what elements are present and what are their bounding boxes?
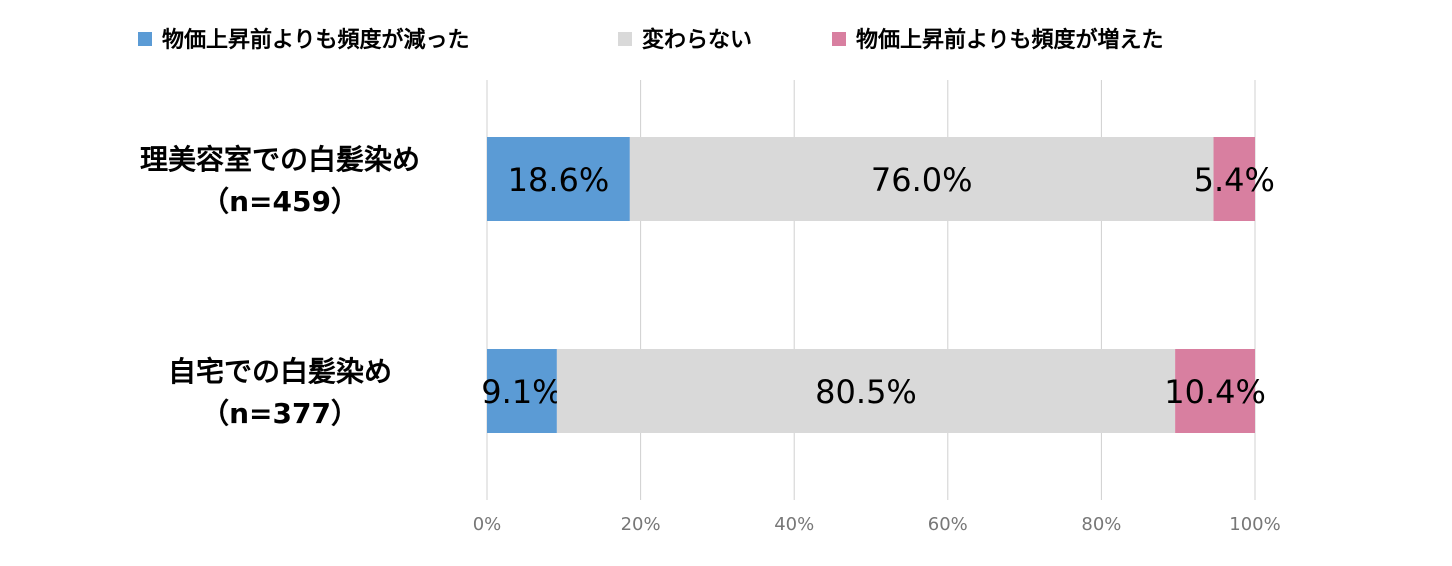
bar-segment bbox=[487, 349, 557, 433]
legend-swatch bbox=[832, 32, 846, 46]
x-tick-label: 0% bbox=[473, 514, 502, 535]
legend-label: 物価上昇前よりも頻度が減った bbox=[162, 27, 470, 53]
x-tick-label: 100% bbox=[1229, 514, 1280, 535]
category-label: 理美容室での白髪染め bbox=[140, 143, 420, 176]
bar-segment bbox=[1213, 137, 1255, 221]
bar-segment bbox=[629, 137, 1214, 221]
x-tick-label: 40% bbox=[774, 514, 814, 535]
legend-label: 物価上昇前よりも頻度が増えた bbox=[856, 27, 1164, 53]
data-label: 18.6% bbox=[508, 161, 610, 199]
x-tick-label: 60% bbox=[928, 514, 968, 535]
bar-segment bbox=[487, 137, 630, 221]
category-label: 自宅での白髪染め bbox=[168, 355, 392, 388]
legend-swatch bbox=[138, 32, 152, 46]
data-label: 76.0% bbox=[871, 161, 973, 199]
data-label: 80.5% bbox=[815, 373, 917, 411]
legend-swatch bbox=[618, 32, 632, 46]
x-tick-label: 20% bbox=[621, 514, 661, 535]
data-label: 9.1% bbox=[481, 373, 562, 411]
category-label: （n=377） bbox=[201, 397, 359, 430]
category-label: （n=459） bbox=[201, 185, 359, 218]
data-label: 5.4% bbox=[1194, 161, 1275, 199]
data-label: 10.4% bbox=[1164, 373, 1266, 411]
x-tick-label: 80% bbox=[1081, 514, 1121, 535]
legend-label: 変わらない bbox=[642, 27, 752, 53]
bar-segment bbox=[556, 349, 1176, 433]
bar-segment bbox=[1175, 349, 1255, 433]
